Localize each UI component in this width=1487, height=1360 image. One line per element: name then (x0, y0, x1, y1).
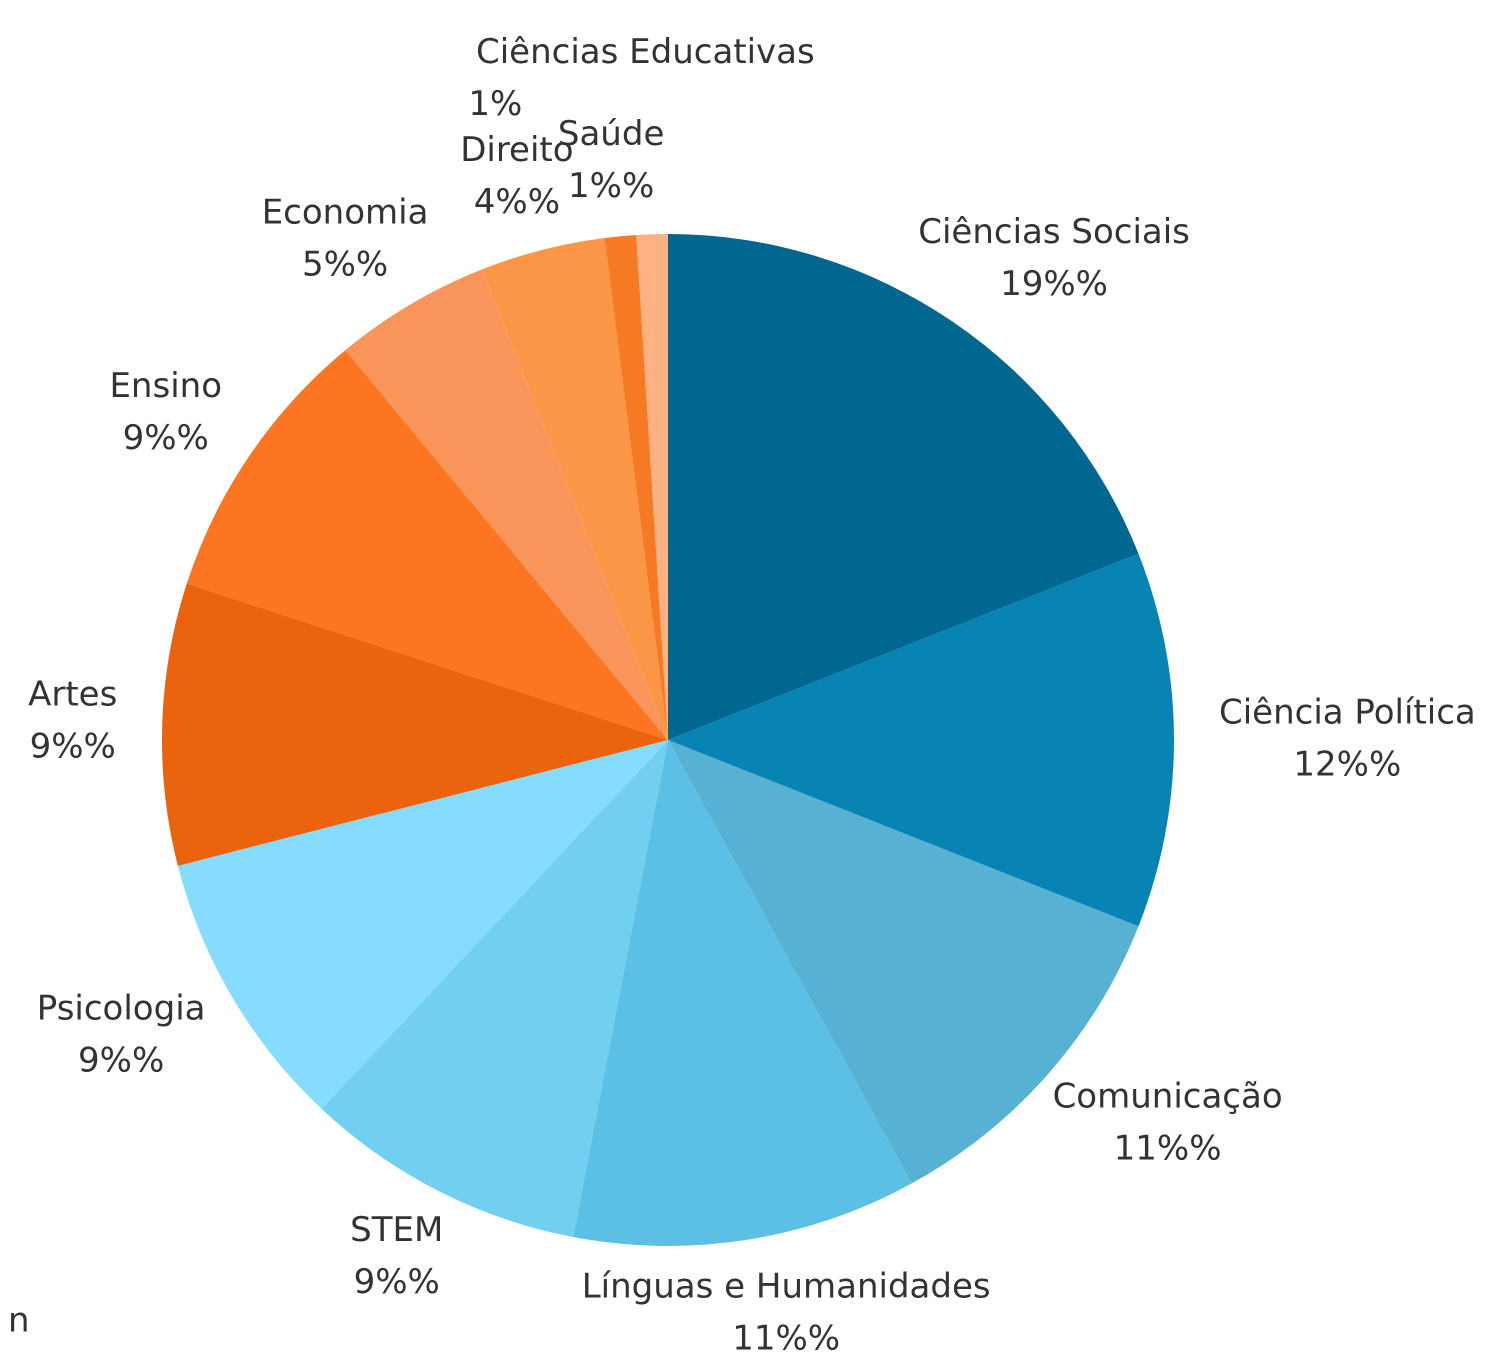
pie-slice (604, 234, 668, 740)
slice-value-label: 11%% (1114, 1129, 1222, 1169)
pie-slice (186, 350, 669, 740)
slice-value-label: 9%% (354, 1262, 440, 1302)
slice-label: Ciências Educativas (476, 32, 815, 72)
pie-slice (668, 740, 1139, 1184)
slice-label: Psicologia (37, 988, 206, 1028)
pie-slice (162, 583, 668, 866)
slice-value-label: 1% (468, 84, 522, 124)
slice-label: Comunicação (1053, 1077, 1283, 1117)
slice-value-label: 9%% (78, 1040, 164, 1080)
slice-value-label: 1%% (568, 166, 654, 206)
slice-label: Economia (262, 192, 429, 232)
slice-value-label: 19%% (1000, 264, 1108, 304)
pie-slice (573, 740, 912, 1246)
slice-value-label: 11%% (732, 1318, 840, 1358)
pie-slice (481, 237, 668, 740)
slice-value-label: 4%% (474, 182, 560, 222)
slice-label: Línguas e Humanidades (582, 1266, 991, 1306)
slice-value-label: 12%% (1293, 745, 1401, 785)
slice-label: Ciência Política (1219, 693, 1476, 733)
slice-label: STEM (350, 1210, 443, 1250)
pie-slice (668, 234, 1139, 740)
pie-slice (668, 553, 1174, 927)
slice-label: Saúde (558, 114, 664, 154)
pie-slice (321, 740, 668, 1238)
stray-text: n (8, 1301, 30, 1341)
slice-value-label: 9%% (30, 726, 116, 766)
slice-label: Direito (460, 130, 573, 170)
slice-label: Ensino (109, 366, 222, 406)
pie-slice (636, 234, 668, 740)
slice-label: Artes (28, 674, 117, 714)
slice-value-label: 5%% (302, 244, 388, 284)
pie-slice (345, 269, 668, 740)
slice-label: Ciências Sociais (918, 212, 1190, 252)
slice-value-label: 9%% (123, 418, 209, 458)
pie-slice (177, 740, 669, 1109)
